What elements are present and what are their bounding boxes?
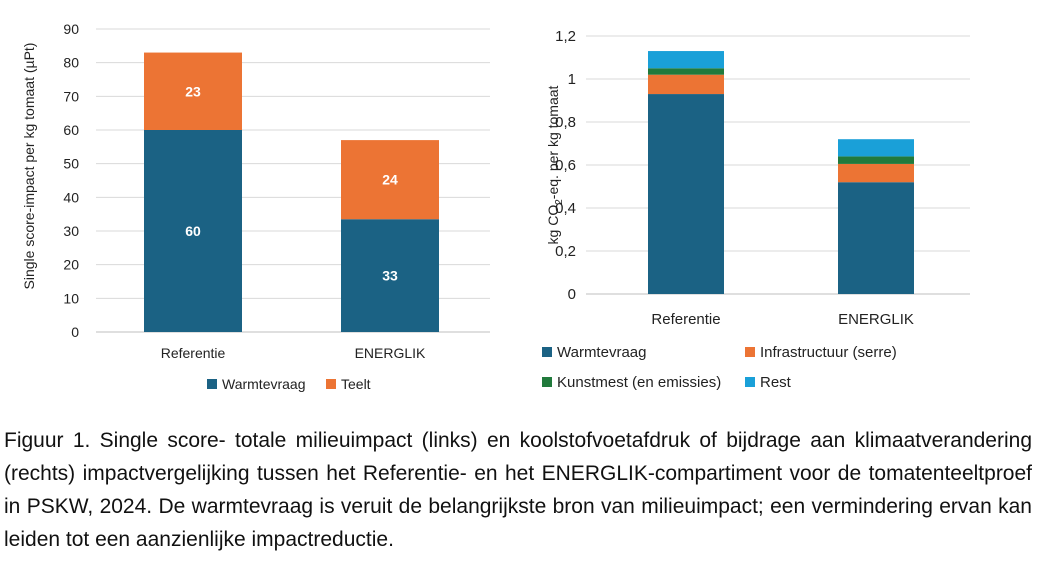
category-label: ENERGLIK <box>355 345 426 361</box>
y-tick-label: 0,6 <box>555 157 576 174</box>
bar-warmtevraag-referentie <box>648 94 724 294</box>
legend-swatch <box>745 347 755 357</box>
bar-kunstmest-en-emissies--referentie <box>648 68 724 75</box>
bar-warmtevraag-energlik <box>838 182 914 294</box>
legend-swatch <box>326 379 336 389</box>
figure-caption: Figuur 1. Single score- totale milieuimp… <box>4 429 1032 551</box>
y-axis-title: Single score-impact per kg tomaat (µPt) <box>21 43 37 290</box>
y-tick-label: 90 <box>63 21 79 37</box>
data-label: 23 <box>185 83 201 99</box>
legend-label: Warmtevraag <box>557 344 646 361</box>
data-label: 33 <box>382 268 398 284</box>
y-tick-label: 0 <box>568 286 576 303</box>
bar-kunstmest-en-emissies--energlik <box>838 156 914 164</box>
legend-label: Teelt <box>341 376 371 392</box>
bar-rest-referentie <box>648 51 724 69</box>
bar-rest-energlik <box>838 139 914 157</box>
bar-warmtevraag-energlik <box>341 219 439 332</box>
y-tick-label: 10 <box>63 290 79 306</box>
bar-warmtevraag-referentie <box>144 130 242 332</box>
legend-label: Rest <box>760 374 792 391</box>
y-tick-label: 80 <box>63 55 79 71</box>
chart-carbon-footprint: 0 0,2 0,4 0,6 0,8 1 1,2 Referentie ENERGLIK kg … <box>542 28 970 391</box>
y-tick-label: 60 <box>63 122 79 138</box>
y-tick-label: 30 <box>63 223 79 239</box>
category-label: Referentie <box>161 345 226 361</box>
y-axis-title-part: kg CO <box>545 205 561 245</box>
y-tick-label: 0,4 <box>555 200 576 217</box>
legend-swatch <box>542 377 552 387</box>
chart-single-score: 60 23 33 24 0 10 20 30 40 50 60 70 80 90 Referentie E… <box>21 21 490 392</box>
bar-teelt-referentie <box>144 52 242 130</box>
legend-label: Kunstmest (en emissies) <box>557 374 721 391</box>
legend-swatch <box>542 347 552 357</box>
y-tick-label: 20 <box>63 257 79 273</box>
y-axis-title: kg CO2-eq. per kg tomaat <box>545 85 565 244</box>
bar-infrastructuur-serre--referentie <box>648 74 724 95</box>
legend-swatch <box>207 379 217 389</box>
bar-teelt-energlik <box>341 140 439 220</box>
y-tick-label: 70 <box>63 88 79 104</box>
legend-label: Warmtevraag <box>222 376 306 392</box>
category-label: ENERGLIK <box>838 311 914 328</box>
y-tick-label: 1,2 <box>555 28 576 45</box>
legend-label: Infrastructuur (serre) <box>760 344 897 361</box>
bar-infrastructuur-serre--energlik <box>838 163 914 183</box>
y-tick-label: 50 <box>63 156 79 172</box>
legend-swatch <box>745 377 755 387</box>
data-label: 24 <box>382 172 398 188</box>
data-label: 60 <box>185 223 201 239</box>
y-tick-label: 0 <box>71 324 79 340</box>
y-axis-title-part: -eq. per kg tomaat <box>545 85 561 199</box>
y-tick-label: 0,2 <box>555 243 576 260</box>
y-tick-label: 1 <box>568 71 576 88</box>
category-label: Referentie <box>651 311 720 328</box>
y-tick-label: 40 <box>63 189 79 205</box>
y-axis-title-subscript: 2 <box>554 199 565 205</box>
y-tick-label: 0,8 <box>555 114 576 131</box>
